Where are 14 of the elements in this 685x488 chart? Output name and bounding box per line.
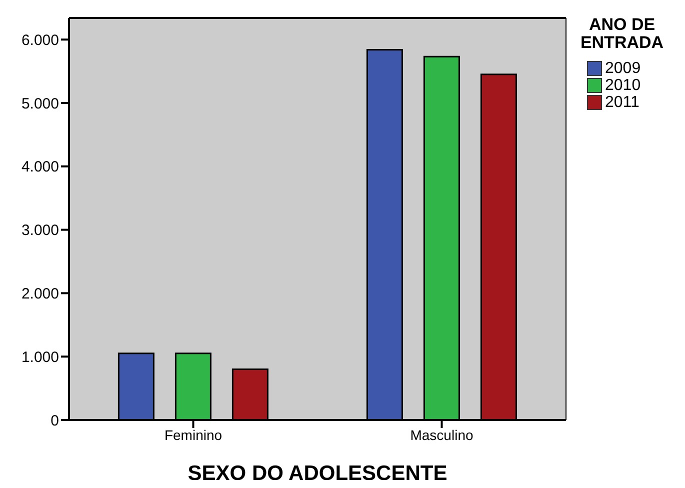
x-tick-label: Feminino	[164, 426, 222, 443]
y-tick-label: 4.000	[21, 158, 59, 176]
legend-label: 2010	[605, 77, 641, 94]
y-tick-label: 2.000	[21, 286, 59, 303]
y-tick-label: 5.000	[21, 95, 59, 112]
legend-label: 2011	[605, 94, 640, 111]
y-tick-label: 0	[50, 412, 59, 430]
y-tick-label: 3.000	[21, 222, 59, 240]
legend-label: 2009	[605, 60, 641, 77]
y-tick-label: 1.000	[21, 348, 59, 366]
x-axis-title: SEXO DO ADOLESCENTE	[188, 462, 448, 485]
y-tick-label: 6.000	[21, 32, 59, 49]
x-tick-label: Masculino	[410, 426, 474, 443]
legend-title: ANO DE ENTRADA	[579, 15, 665, 52]
